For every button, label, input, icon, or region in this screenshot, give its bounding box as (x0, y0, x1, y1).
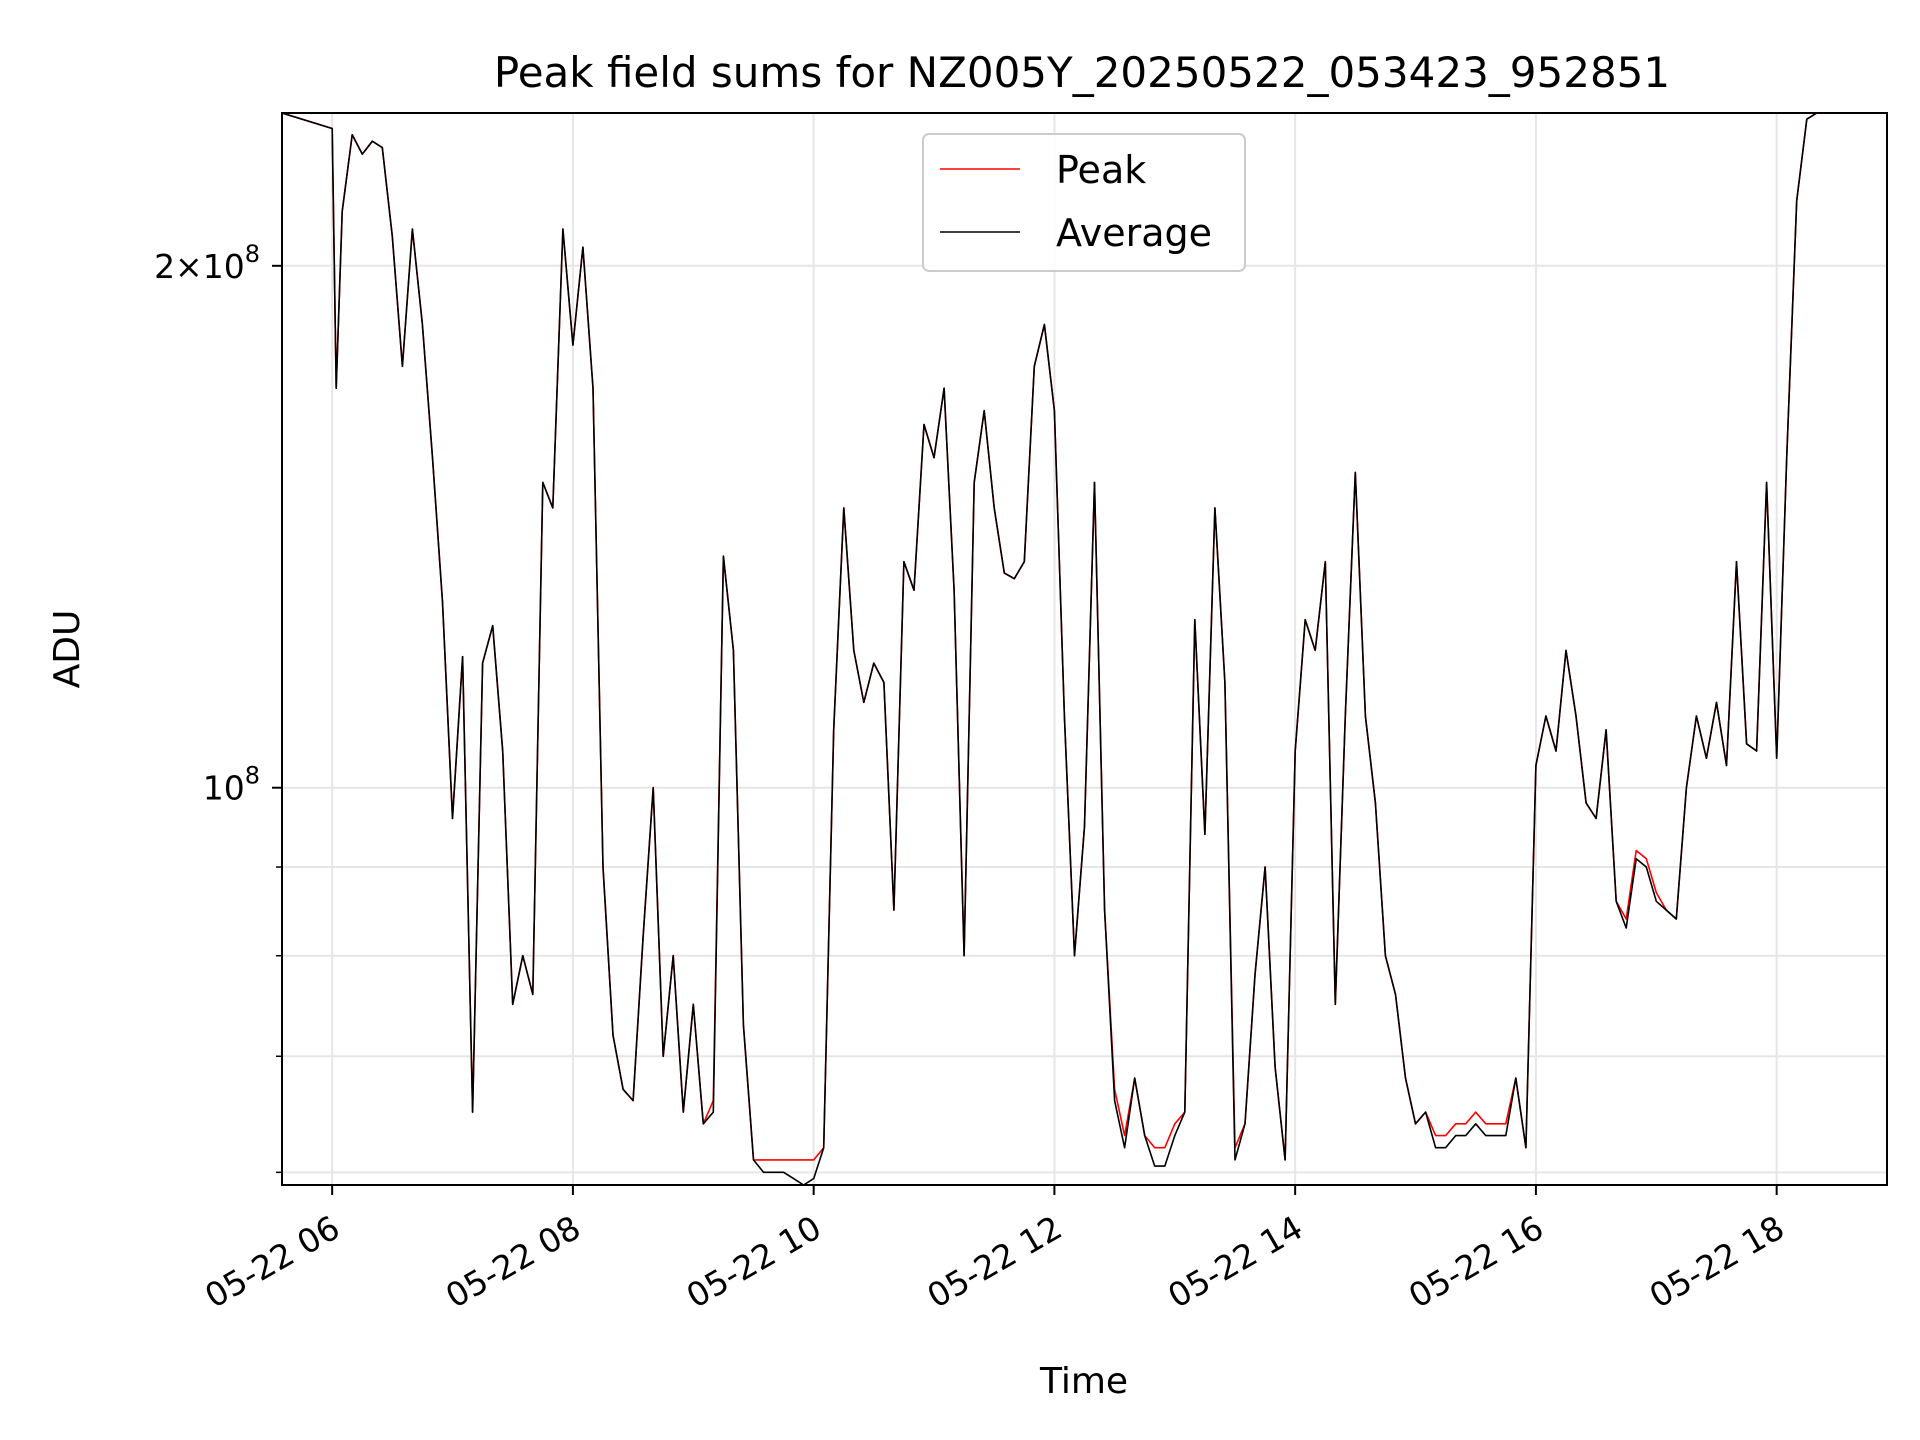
chart-title: Peak field sums for NZ005Y_20250522_0534… (494, 48, 1670, 97)
y-axis-label: ADU (47, 610, 88, 689)
y-tick-mantissa: 2× (154, 247, 203, 286)
plot-frame (281, 112, 1888, 1186)
y-tick-exponent: 8 (245, 240, 260, 268)
legend-label-peak: Peak (1056, 148, 1146, 192)
y-tick-exponent: 8 (245, 762, 260, 790)
y-tick-base: 10 (203, 247, 245, 286)
legend: Peak Average (922, 133, 1246, 272)
y-tick-label: 2×108 (154, 240, 260, 286)
grid (282, 113, 1887, 1185)
y-tick-base: 10 (203, 769, 245, 808)
y-tick-label: 108 (203, 762, 260, 808)
series-line-average (282, 113, 1818, 1185)
x-axis-label: Time (1039, 1361, 1128, 1402)
legend-label-average: Average (1056, 211, 1212, 255)
series-lines (282, 113, 1818, 1185)
